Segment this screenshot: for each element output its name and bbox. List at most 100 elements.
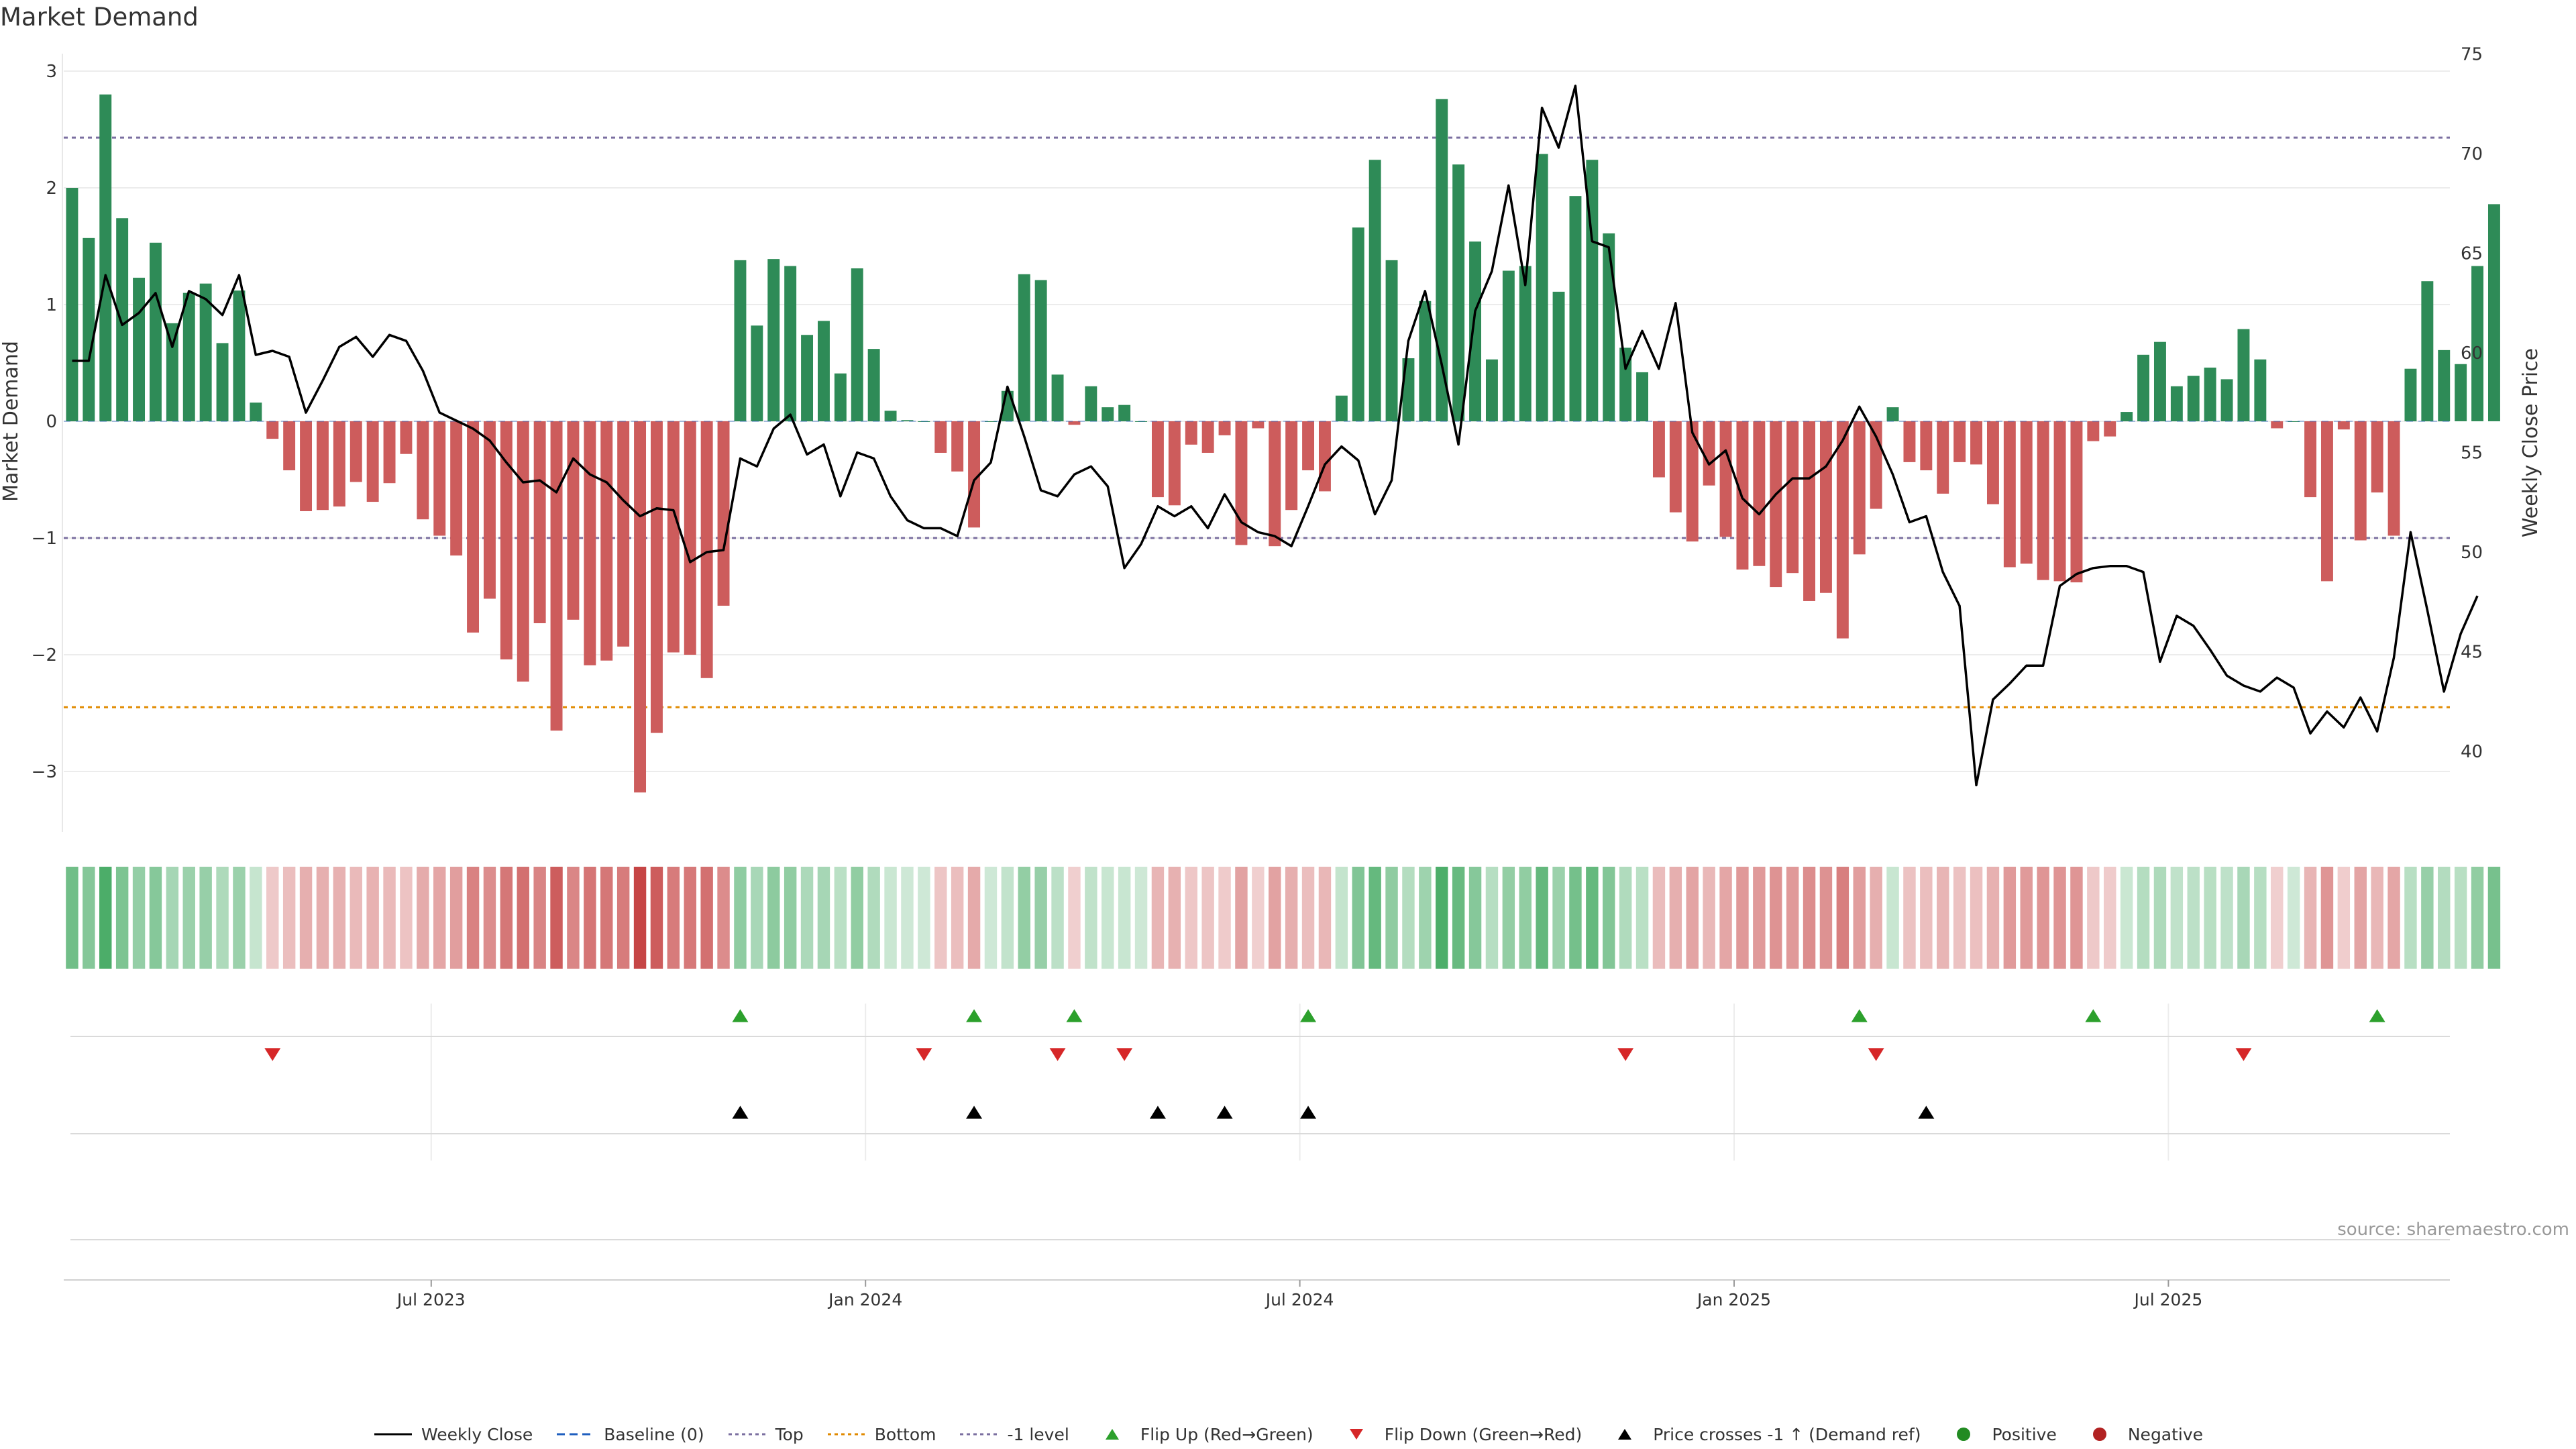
heat-cell — [934, 867, 947, 969]
y2-tick-label: 75 — [2461, 45, 2483, 65]
demand-bar — [617, 421, 630, 647]
demand-bar — [417, 421, 429, 520]
demand-bar — [1937, 421, 1949, 494]
heat-cell — [1252, 867, 1265, 969]
demand-bar — [1770, 421, 1782, 588]
demand-bar — [1502, 270, 1515, 421]
legend-label: Flip Up (Red→Green) — [1140, 1424, 1313, 1444]
heat-cell — [667, 867, 680, 969]
y2-tick-label: 65 — [2461, 244, 2483, 264]
x-tick-label: Jul 2023 — [396, 1290, 466, 1309]
legend-label: -1 level — [1007, 1424, 1069, 1444]
heat-cell — [533, 867, 546, 969]
heat-cell — [1085, 867, 1097, 969]
heat-cell — [1686, 867, 1699, 969]
heat-cell — [1436, 867, 1448, 969]
heat-cell — [2237, 867, 2250, 969]
demand-bar — [951, 421, 964, 472]
heat-cell — [266, 867, 279, 969]
heat-cell — [1151, 867, 1165, 969]
heat-cell — [834, 867, 847, 969]
demand-bar — [934, 421, 947, 453]
heat-cell — [1753, 867, 1766, 969]
demand-bar — [2121, 412, 2133, 421]
heat-cell — [2438, 867, 2451, 969]
x-tick-label: Jul 2024 — [1265, 1290, 1334, 1309]
demand-bar — [2037, 421, 2049, 580]
heat-cell — [2053, 867, 2066, 969]
demand-bar — [1619, 347, 1632, 421]
heat-cell — [132, 867, 146, 969]
heat-cell — [1185, 867, 1197, 969]
demand-bar — [2354, 421, 2367, 541]
demand-bar — [2153, 341, 2166, 421]
flip-down-marker — [1868, 1048, 1884, 1061]
demand-bar — [717, 421, 730, 606]
demand-bar — [1018, 274, 1030, 421]
demand-bar — [1185, 421, 1197, 445]
demand-bar — [366, 421, 379, 502]
demand-bar — [2053, 421, 2066, 582]
demand-bar — [250, 402, 262, 421]
heat-cell — [1870, 867, 1882, 969]
heat-cell — [2220, 867, 2233, 969]
heat-cell — [466, 867, 480, 969]
demand-bar — [817, 321, 830, 421]
y2-tick-label: 40 — [2461, 742, 2483, 762]
y2-tick-label: 45 — [2461, 643, 2483, 663]
heat-cell — [2003, 867, 2017, 969]
heat-cell — [83, 867, 95, 969]
demand-bar — [99, 94, 112, 422]
heat-cell — [333, 867, 346, 969]
heat-cell — [1736, 867, 1749, 969]
heat-cell — [2020, 867, 2033, 969]
price-cross-marker — [1918, 1106, 1935, 1119]
demand-bar — [2304, 421, 2317, 498]
demand-bar — [1102, 407, 1114, 421]
heat-cell — [2287, 867, 2300, 969]
price-cross-marker — [1149, 1106, 1166, 1119]
legend-item: Bottom — [826, 1425, 936, 1444]
flip-up-marker — [2369, 1009, 2385, 1022]
demand-bar — [400, 421, 413, 454]
heat-cell — [1068, 867, 1081, 969]
demand-bar — [1536, 154, 1548, 422]
demand-bar — [483, 421, 496, 599]
demand-bar — [1886, 407, 1899, 421]
heat-cell — [1903, 867, 1916, 969]
demand-bar — [1085, 386, 1097, 421]
circle-icon — [2092, 1428, 2106, 1441]
heat-cell — [700, 867, 713, 969]
demand-bar — [1819, 421, 1832, 593]
demand-bar — [1051, 374, 1064, 421]
heat-cell — [1619, 867, 1632, 969]
heat-cell — [350, 867, 362, 969]
legend-label: Bottom — [874, 1424, 936, 1444]
heat-cell — [1937, 867, 1949, 969]
heat-cell — [366, 867, 379, 969]
heat-cell — [1452, 867, 1465, 969]
dotted-line-icon — [960, 1433, 998, 1436]
heat-cell — [2204, 867, 2216, 969]
legend-label: Baseline (0) — [604, 1424, 704, 1444]
demand-bar — [667, 421, 680, 653]
demand-bar — [1168, 421, 1181, 506]
heat-cell — [517, 867, 529, 969]
demand-bar — [133, 277, 146, 421]
heat-cell — [800, 867, 814, 969]
legend-item: Negative — [2080, 1425, 2203, 1444]
demand-bar — [1652, 421, 1665, 478]
legend: Weekly Close Baseline (0) Top Bottom -1 leve… — [0, 1421, 2576, 1448]
heat-cell — [1018, 867, 1030, 969]
heat-cell — [1920, 867, 1933, 969]
demand-bar — [751, 325, 763, 421]
demand-bar — [283, 421, 296, 471]
y-axis-title: Market Demand — [0, 341, 23, 502]
y-tick-label: 0 — [46, 412, 57, 432]
heat-cell — [1502, 867, 1515, 969]
demand-bar — [350, 421, 362, 482]
heat-cell — [901, 867, 914, 969]
heat-cell — [1552, 867, 1565, 969]
heat-cell — [316, 867, 329, 969]
demand-bar — [83, 237, 95, 421]
